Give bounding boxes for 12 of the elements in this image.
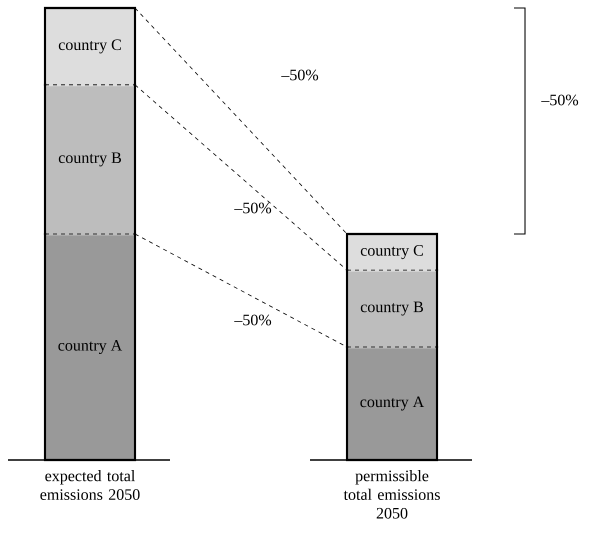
- text: country C: [58, 39, 121, 54]
- x-tick-label: expected total emissions 2050: [40, 470, 140, 500]
- annotation: –50%: [234, 314, 272, 326]
- series-label: country B: [360, 302, 424, 316]
- text: country B: [58, 152, 121, 166]
- annotation: –50%: [541, 94, 578, 106]
- series-label: country A: [58, 340, 122, 354]
- text: country A: [360, 396, 424, 411]
- annotation: –50%: [281, 70, 318, 80]
- series-label: country C: [360, 245, 423, 260]
- x-tick-label: permissible total emissions 2050: [344, 470, 440, 519]
- annotation: –50%: [234, 202, 272, 214]
